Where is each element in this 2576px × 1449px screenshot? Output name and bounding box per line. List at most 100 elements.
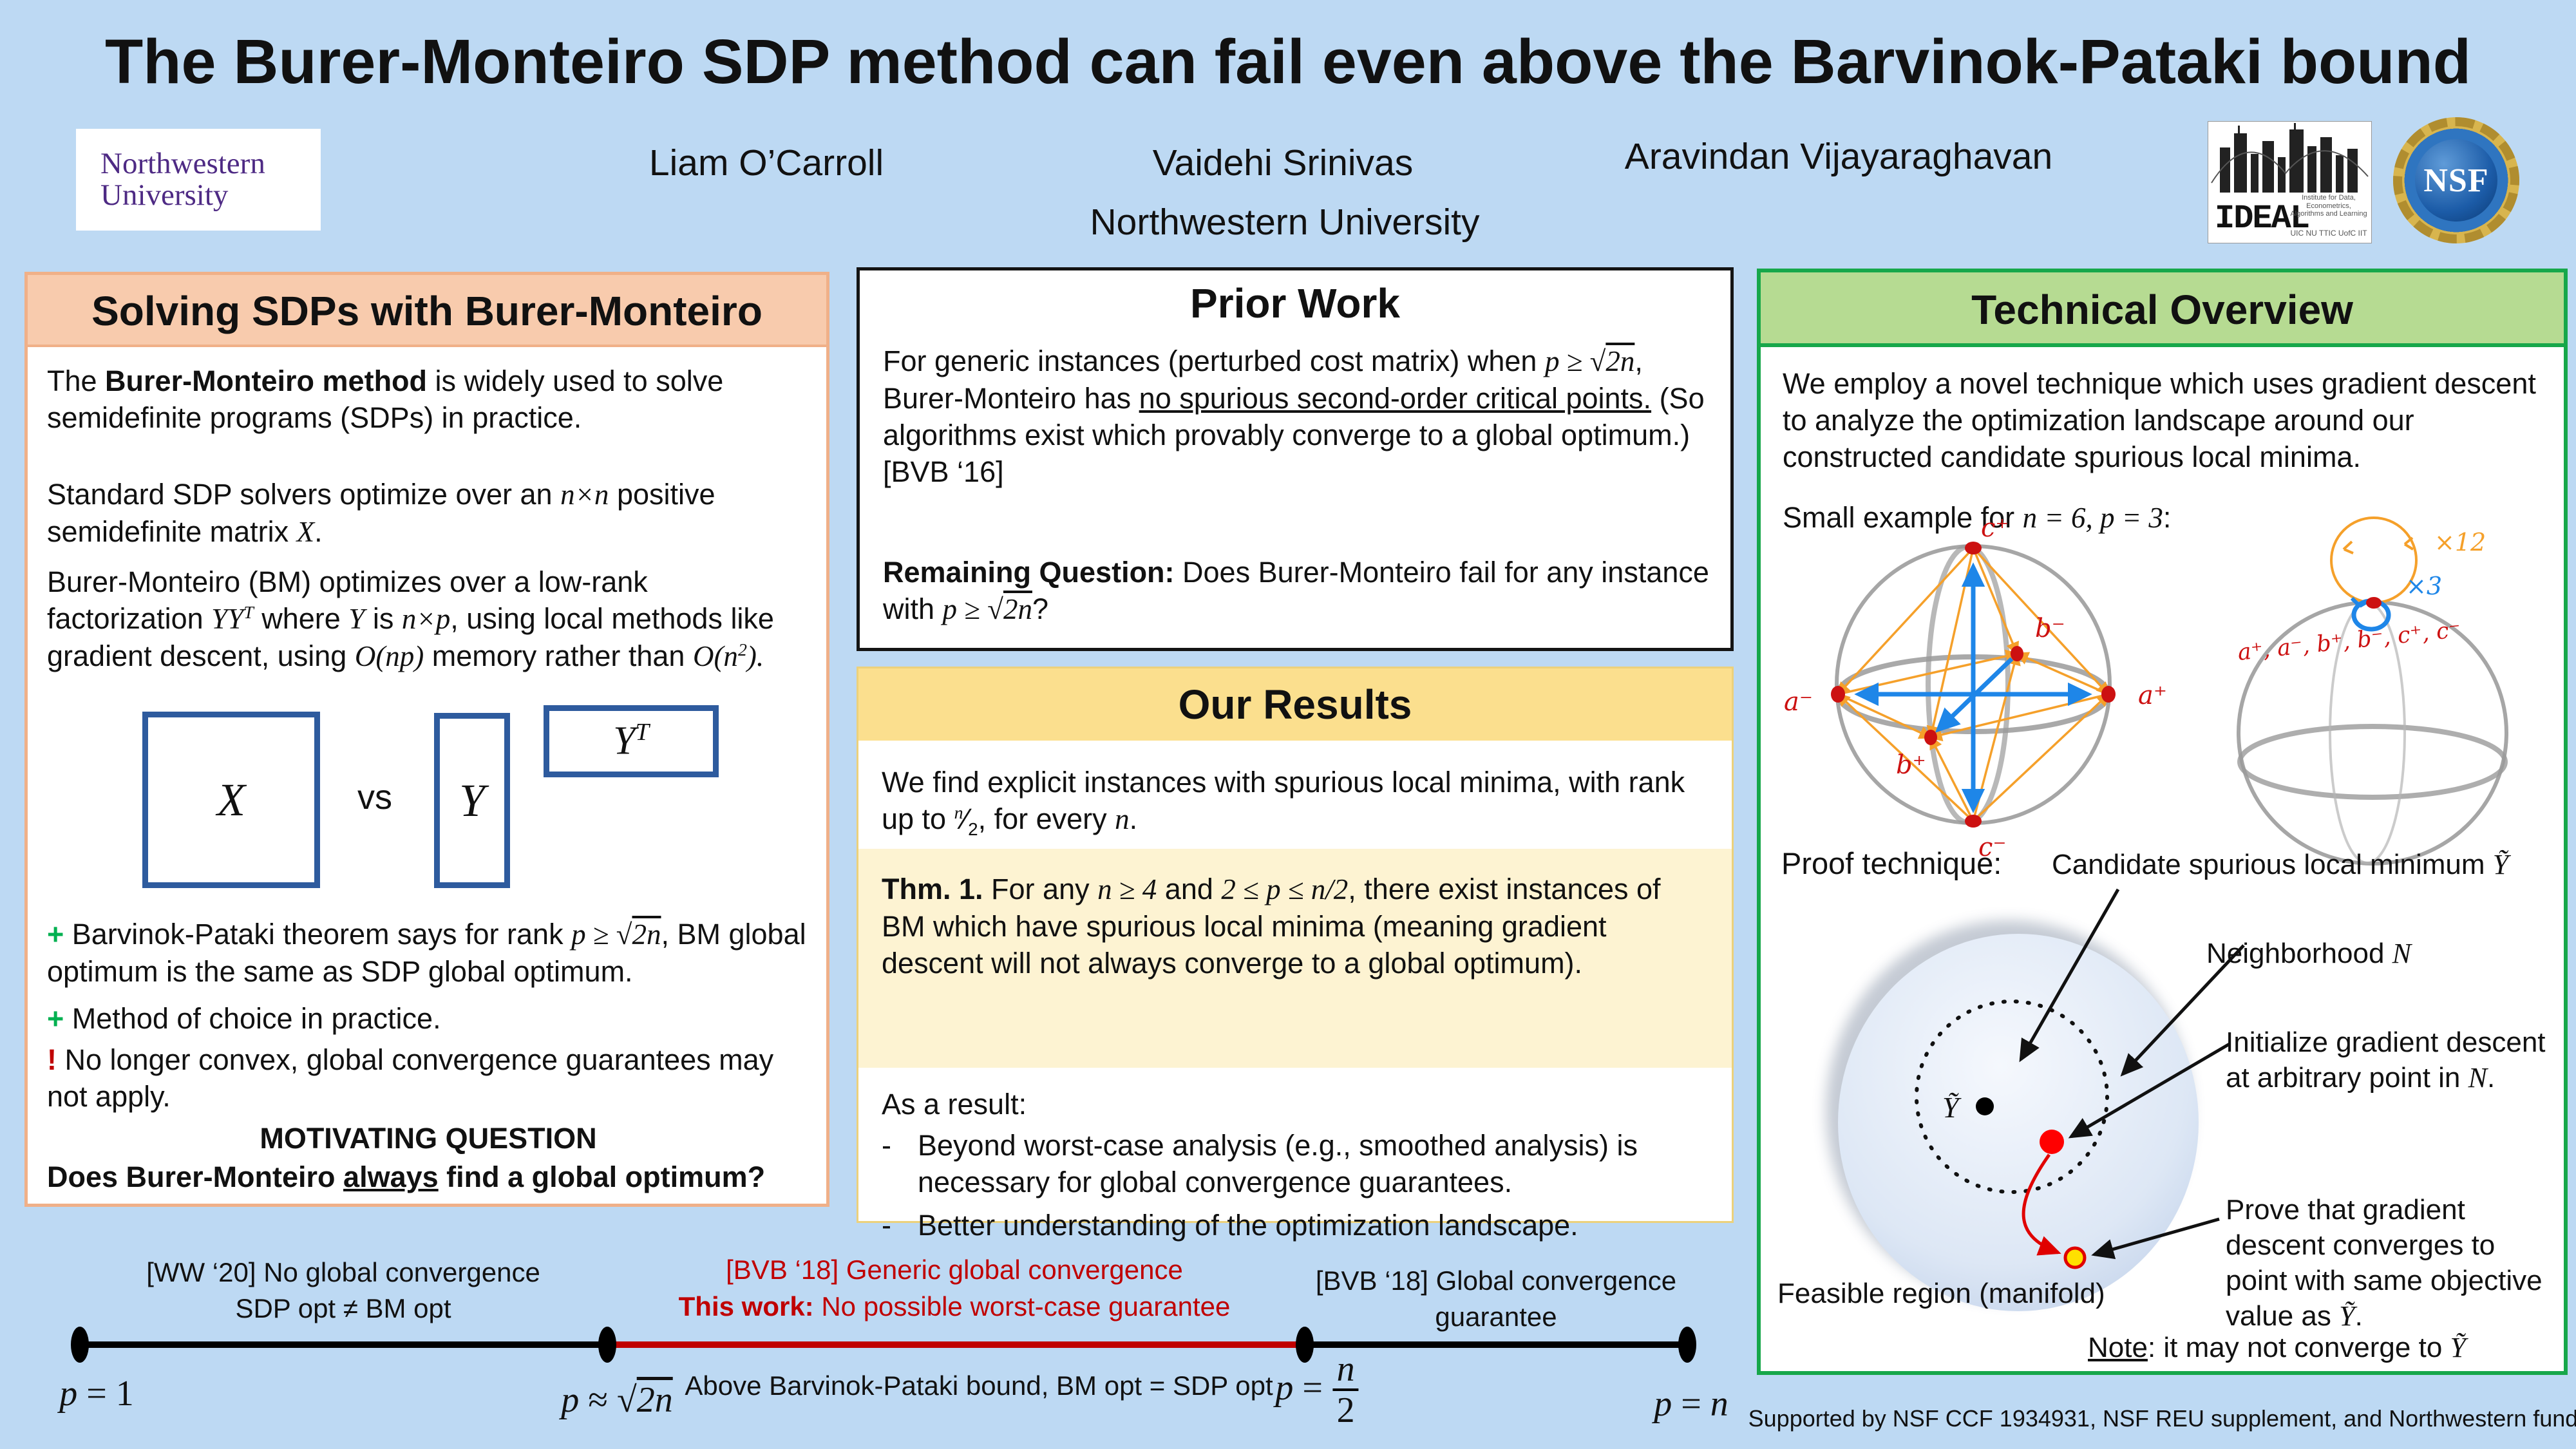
vertex-label-b-plus: b⁺: [1896, 750, 1926, 780]
text: The: [47, 365, 106, 397]
exclamation-icon: !: [47, 1043, 57, 1076]
text: find a global optimum?: [438, 1160, 766, 1193]
math-nxn: n×n: [560, 478, 609, 511]
text: Better understanding of the optimization…: [918, 1209, 1578, 1242]
sphere-figure: c⁺ c⁻ a⁻ a⁺ b⁻ b⁺ ×12: [1784, 513, 2508, 866]
text: (So algorithms exist which provably conv…: [883, 382, 1705, 489]
loop-count-label: ×3: [2406, 572, 2442, 600]
label-this-work: This work: No possible worst-case guaran…: [679, 1291, 1231, 1322]
math-N: N: [2468, 1062, 2487, 1094]
ideal-logo-name: IDEAL: [2215, 200, 2310, 238]
result-list-item: - Beyond worst-case analysis (e.g., smoot…: [882, 1127, 1712, 1200]
vertex-label-a-plus: a⁺: [2138, 681, 2167, 710]
text: .: [2486, 1062, 2496, 1094]
fraction-denominator: 2: [1336, 1390, 1355, 1430]
math-T-sup: T: [243, 603, 254, 623]
text-bold: Thm. 1.: [882, 873, 983, 905]
text: Barvinok-Pataki theorem says for rank: [64, 918, 572, 951]
annotation-initialize: Initialize gradient descent at arbitrary…: [2226, 1025, 2551, 1095]
technical-overview-panel: Technical Overview We employ a novel tec…: [1757, 269, 2568, 1375]
timeline-segment-high: [1305, 1341, 1687, 1348]
bullet-barvinok-pataki: + Barvinok-Pataki theorem says for rank …: [47, 916, 810, 990]
vs-label: vs: [357, 778, 392, 817]
timeline-segment-mid: [607, 1341, 1305, 1348]
solving-sdps-panel: Solving SDPs with Burer-Monteiro The Bur…: [24, 272, 829, 1207]
text: , BM global optimum is the same as SDP g…: [47, 918, 806, 989]
math-n-sup: n: [954, 803, 963, 824]
our-results-panel: Our Results We find explicit instances w…: [857, 667, 1734, 1242]
nsf-gear-icon: [2393, 117, 2519, 243]
text: Initialize gradient descent at arbitrary…: [2226, 1027, 2546, 1094]
math-On2: O(n: [692, 640, 738, 673]
sqrt-icon: √: [616, 918, 632, 951]
matrix-y-label: Y: [459, 774, 486, 826]
text: Small example for: [1783, 501, 2023, 534]
text-bold: Remaining Question:: [883, 556, 1175, 589]
text: .: [314, 515, 323, 549]
ideal-logo-footer: UIC NU TTIC UofC IIT: [2290, 229, 2367, 238]
math-Onp: O(np): [354, 640, 424, 673]
technical-overview-title: Technical Overview: [1761, 272, 2564, 347]
arrow-neighborhood: [2120, 944, 2245, 1077]
math-p-ge: p ≥: [1544, 345, 1590, 377]
math-2-sup: 2: [737, 640, 747, 661]
converged-point-dot: [2063, 1246, 2087, 1269]
label-ww20: [WW ‘20] No global convergence: [146, 1257, 540, 1287]
timeline-dot-n: [1678, 1327, 1696, 1363]
label-sdp-ne-bm: SDP opt ≠ BM opt: [235, 1293, 451, 1323]
dash-icon: -: [882, 1209, 891, 1242]
text: For generic instances (perturbed cost ma…: [883, 345, 1545, 377]
text: , using local methods like gradient desc…: [47, 602, 774, 673]
text-bold: This work:: [678, 1291, 814, 1321]
paragraph-bm-method: The Burer-Monteiro method is widely used…: [47, 363, 810, 436]
prior-work-title: Prior Work: [1190, 280, 1400, 327]
fraction-slash: ⁄: [963, 802, 969, 836]
sqrt-icon: √: [617, 1380, 637, 1420]
label-bvb18-generic: [BVB ‘18] Generic global convergence: [726, 1255, 1183, 1285]
math-p-ge: p ≥: [942, 593, 988, 626]
text: T: [635, 719, 649, 746]
timeline-segment-low: [80, 1341, 607, 1348]
text: =: [1293, 1367, 1323, 1408]
author-name: Vaidehi Srinivas: [1152, 142, 1414, 184]
sphere-vertex-dots: [1831, 542, 2116, 828]
text: , for every: [978, 802, 1115, 836]
math-y-tilde: Ỹ: [2339, 1300, 2355, 1332]
annotation-prove: Prove that gradient descent converges to…: [2226, 1192, 2561, 1334]
math-nxp: n×p: [401, 603, 451, 636]
left-sphere-icon: c⁺ c⁻ a⁻ a⁺ b⁻ b⁺: [1784, 513, 2167, 862]
ideal-logo: IDEAL Institute for Data, Econometrics, …: [2208, 121, 2372, 243]
text-bold: Burer-Monteiro method: [105, 365, 428, 397]
motivating-question: Does Burer-Monteiro always find a global…: [47, 1159, 810, 1195]
annotation-neighborhood: Neighborhood N: [2206, 936, 2411, 971]
text: : it may not converge to: [2147, 1332, 2450, 1363]
arrow-initialize: [2068, 1042, 2231, 1139]
timeline-dot-sqrt2n: [598, 1327, 616, 1363]
paragraph-novel-technique: We employ a novel technique which uses g…: [1783, 367, 2536, 474]
arrow-candidate: [2019, 888, 2120, 1063]
text: Does Burer-Monteiro: [47, 1160, 344, 1193]
math-2n: 2n: [632, 918, 661, 951]
motivating-question-heading: MOTIVATING QUESTION: [260, 1122, 597, 1155]
vertex-label-c-plus: c⁺: [1981, 513, 2009, 543]
timeline-dot-p1: [71, 1327, 89, 1363]
northwestern-logo: Northwestern University: [76, 129, 321, 231]
annotation-candidate: Candidate spurious local minimum Ỹ: [2052, 847, 2561, 882]
math-N: N: [2392, 938, 2412, 969]
text: ?: [1032, 592, 1048, 626]
text: .: [2354, 1300, 2363, 1332]
text: :: [2163, 501, 2172, 534]
nsf-logo: NSF: [2393, 117, 2519, 243]
result-list-item: - Better understanding of the optimizatio…: [882, 1207, 1712, 1244]
text-underlined: Note: [2088, 1332, 2148, 1363]
paragraph-explicit-instances: We find explicit instances with spurious…: [882, 764, 1712, 841]
prior-work-panel: Prior Work For generic instances (pertur…: [857, 267, 1734, 651]
orbit-count-label: ×12: [2434, 528, 2486, 556]
neighborhood-circle: [1915, 999, 2109, 1194]
matrix-yt-label: YT: [613, 718, 649, 764]
text: where: [253, 602, 349, 636]
funding-note: Supported by NSF CCF 1934931, NSF REU su…: [1748, 1405, 2576, 1432]
text: Standard SDP solvers optimize over an: [47, 478, 561, 511]
matrix-y-box: Y: [434, 713, 510, 888]
text: is: [365, 602, 402, 636]
